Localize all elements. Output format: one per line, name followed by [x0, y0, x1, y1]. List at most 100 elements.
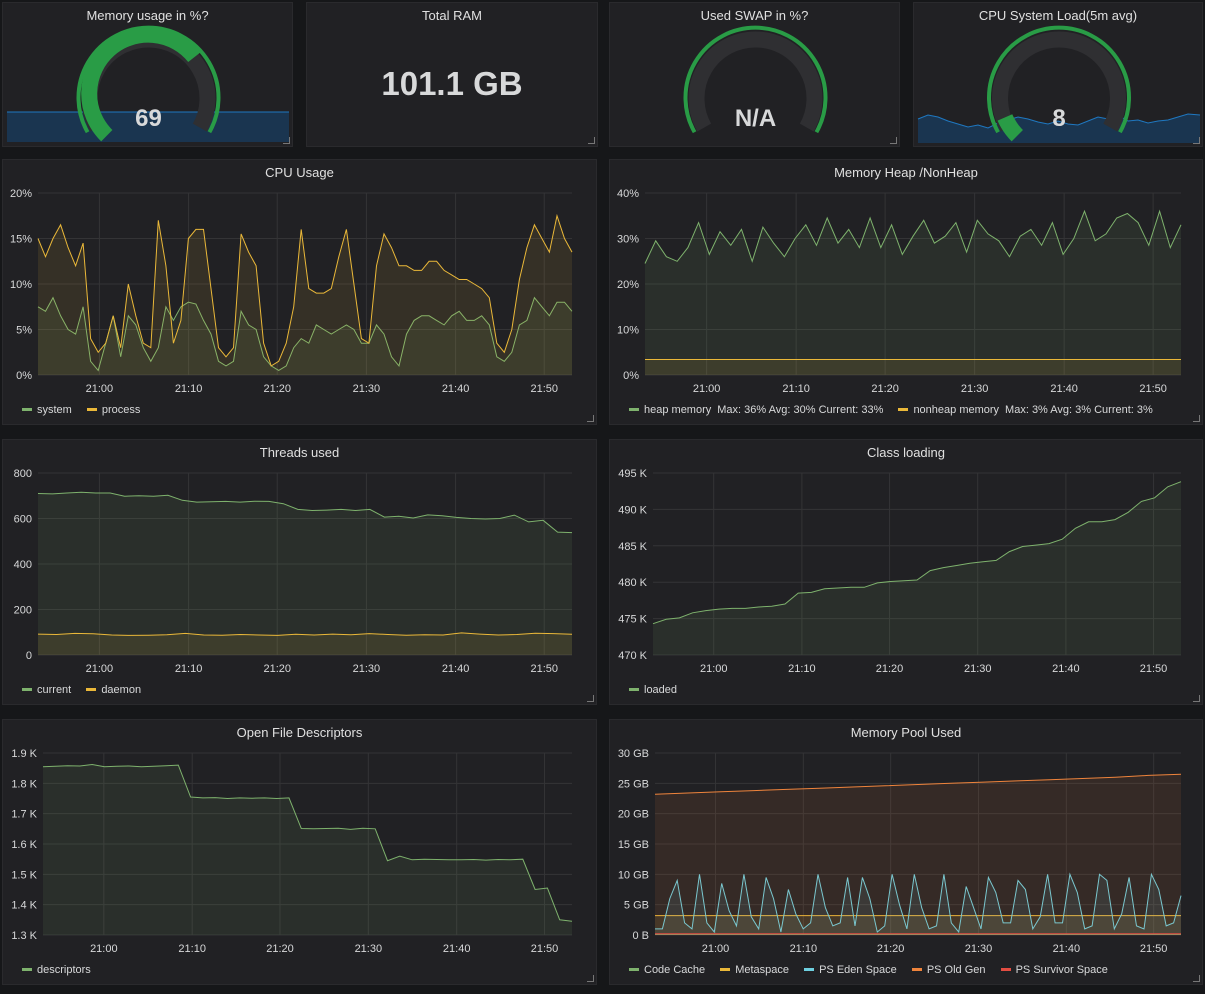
memory-pool-used-chart: 0 B 5 GB 10 GB 15 GB 20 GB 25 GB 30 GB 21:00 21:…: [618, 748, 1182, 955]
y-tick-label: 0: [26, 650, 32, 662]
resize-handle[interactable]: [1193, 415, 1200, 422]
panel-title: Class loading: [866, 445, 946, 460]
x-tick-label: 21:50: [1140, 943, 1168, 955]
panel-title: Threads used: [259, 445, 340, 460]
x-tick-label: 21:40: [442, 663, 470, 675]
series-line-system: [37, 296, 573, 372]
x-tick-label: 21:20: [266, 943, 294, 955]
series-line-loaded: [652, 481, 1182, 625]
open-file-descriptors-panel[interactable]: Open File Descriptors 1.3 K 1.4 K 1.5 K 1.6…: [2, 719, 597, 985]
y-tick-label: 10 GB: [618, 869, 649, 881]
legend-item-loaded[interactable]: loaded: [629, 684, 677, 696]
x-tick-label: 21:30: [353, 383, 381, 395]
y-tick-label: 1.8 K: [11, 778, 37, 790]
panel-title: Memory usage in %?: [86, 8, 209, 23]
x-tick-label: 21:50: [531, 943, 559, 955]
memory-usage-panel[interactable]: Memory usage in %? 69: [2, 2, 293, 147]
x-tick-label: 21:10: [175, 663, 203, 675]
x-tick-label: 21:00: [702, 943, 730, 955]
series-area-ps-old-gen: [655, 774, 1181, 935]
chart-legend: current daemon: [22, 684, 153, 696]
panel-title: CPU Usage: [265, 165, 334, 180]
legend-item-ps-survivor-space[interactable]: PS Survivor Space: [1000, 964, 1108, 976]
y-tick-label: 25 GB: [618, 778, 649, 790]
resize-handle[interactable]: [1193, 137, 1200, 144]
memory-gauge: 69: [7, 25, 289, 142]
legend-item-descriptors[interactable]: descriptors: [22, 964, 91, 976]
resize-handle[interactable]: [1193, 695, 1200, 702]
cpu-load-gauge: 8: [917, 25, 1201, 143]
legend-item-heap-memory[interactable]: heap memory Max: 36% Avg: 30% Current: 33…: [629, 404, 883, 416]
y-tick-label: 5%: [16, 325, 32, 337]
chart-legend: system process: [22, 404, 152, 416]
gauge-fill: [997, 113, 1024, 142]
resize-handle[interactable]: [890, 137, 897, 144]
y-tick-label: 0%: [623, 370, 639, 382]
series-line-current: [37, 491, 573, 534]
legend-item-metaspace[interactable]: Metaspace: [720, 964, 789, 976]
cpu-system-load-panel[interactable]: CPU System Load(5m avg) 8: [913, 2, 1203, 147]
gauge-track: [688, 31, 823, 132]
cpu-usage-panel[interactable]: CPU Usage 0% 5% 10% 15% 20% 21:00 21:10 21:20 21…: [2, 159, 597, 425]
total-ram-panel[interactable]: Total RAM 101.1 GB: [306, 2, 598, 147]
x-tick-label: 21:30: [965, 943, 993, 955]
legend-item-code-cache[interactable]: Code Cache: [629, 964, 705, 976]
resize-handle[interactable]: [283, 137, 290, 144]
gauge-outer-ring: [987, 25, 1131, 134]
x-tick-label: 21:20: [876, 663, 904, 675]
series-line-process: [37, 213, 573, 367]
y-tick-label: 20 GB: [618, 809, 649, 821]
x-tick-label: 21:50: [1140, 663, 1168, 675]
series-area-metaspace: [655, 915, 1181, 935]
x-tick-label: 21:20: [263, 383, 291, 395]
y-tick-label: 600: [14, 514, 32, 526]
legend-item-daemon[interactable]: daemon: [86, 684, 141, 696]
stat-value: 101.1 GB: [381, 65, 523, 102]
legend-item-nonheap-memory[interactable]: nonheap memory Max: 3% Avg: 3% Current: 3…: [898, 404, 1153, 416]
y-tick-label: 200: [14, 605, 32, 617]
chart-legend: descriptors: [22, 964, 103, 976]
threads-used-panel[interactable]: Threads used 0 200 400 600 800 21:00 21:10 21:2…: [2, 439, 597, 705]
memory-heap-chart: 0% 10% 20% 30% 40% 21:00 21:10 21:20 21:30 21:40 2…: [617, 188, 1182, 395]
series-area-current: [38, 492, 572, 655]
x-tick-label: 21:30: [353, 663, 381, 675]
x-tick-label: 21:20: [871, 383, 899, 395]
y-tick-label: 30%: [617, 234, 639, 246]
y-tick-label: 40%: [617, 188, 639, 200]
resize-handle[interactable]: [587, 415, 594, 422]
memory-pool-used-panel[interactable]: Memory Pool Used 0 B 5 GB 10 GB 15 GB 20 GB 2…: [609, 719, 1203, 985]
used-swap-panel[interactable]: Used SWAP in %? N/A: [609, 2, 900, 147]
gauge-value: 8: [1052, 105, 1065, 132]
resize-handle[interactable]: [587, 975, 594, 982]
series-line-ps-eden-space: [655, 872, 1182, 934]
panel-title: Total RAM: [422, 8, 482, 23]
y-tick-label: 1.3 K: [11, 930, 37, 942]
x-tick-label: 21:10: [175, 383, 203, 395]
panel-title: Memory Pool Used: [850, 725, 962, 740]
legend-item-ps-eden-space[interactable]: PS Eden Space: [804, 964, 897, 976]
legend-item-system[interactable]: system: [22, 404, 72, 416]
x-tick-label: 21:30: [355, 943, 383, 955]
legend-item-ps-old-gen[interactable]: PS Old Gen: [911, 964, 986, 976]
resize-handle[interactable]: [1193, 975, 1200, 982]
swap-gauge: N/A: [683, 25, 828, 134]
y-tick-label: 495 K: [618, 468, 647, 480]
x-tick-label: 21:10: [790, 943, 818, 955]
cpu-usage-chart: 0% 5% 10% 15% 20% 21:00 21:10 21:20 21:30 21:40 21…: [10, 188, 573, 395]
x-tick-label: 21:50: [530, 663, 558, 675]
gauge-outer-ring: [683, 25, 828, 134]
chart-legend: heap memory Max: 36% Avg: 30% Current: 33…: [629, 404, 1165, 416]
resize-handle[interactable]: [588, 137, 595, 144]
x-tick-label: 21:40: [443, 943, 471, 955]
x-tick-label: 21:00: [700, 663, 728, 675]
chart-legend: Code Cache Metaspace PS Eden Space PS Ol…: [629, 964, 1120, 976]
y-tick-label: 15%: [10, 234, 32, 246]
open-file-descriptors-chart: 1.3 K 1.4 K 1.5 K 1.6 K 1.7 K 1.8 K 1.9 K 21:00…: [11, 748, 573, 955]
legend-item-process[interactable]: process: [86, 404, 140, 416]
resize-handle[interactable]: [587, 695, 594, 702]
memory-heap-panel[interactable]: Memory Heap /NonHeap 0% 10% 20% 30% 40% 21:00…: [609, 159, 1203, 425]
legend-item-current[interactable]: current: [22, 684, 71, 696]
gauge-track: [992, 31, 1126, 132]
y-tick-label: 475 K: [618, 614, 647, 626]
